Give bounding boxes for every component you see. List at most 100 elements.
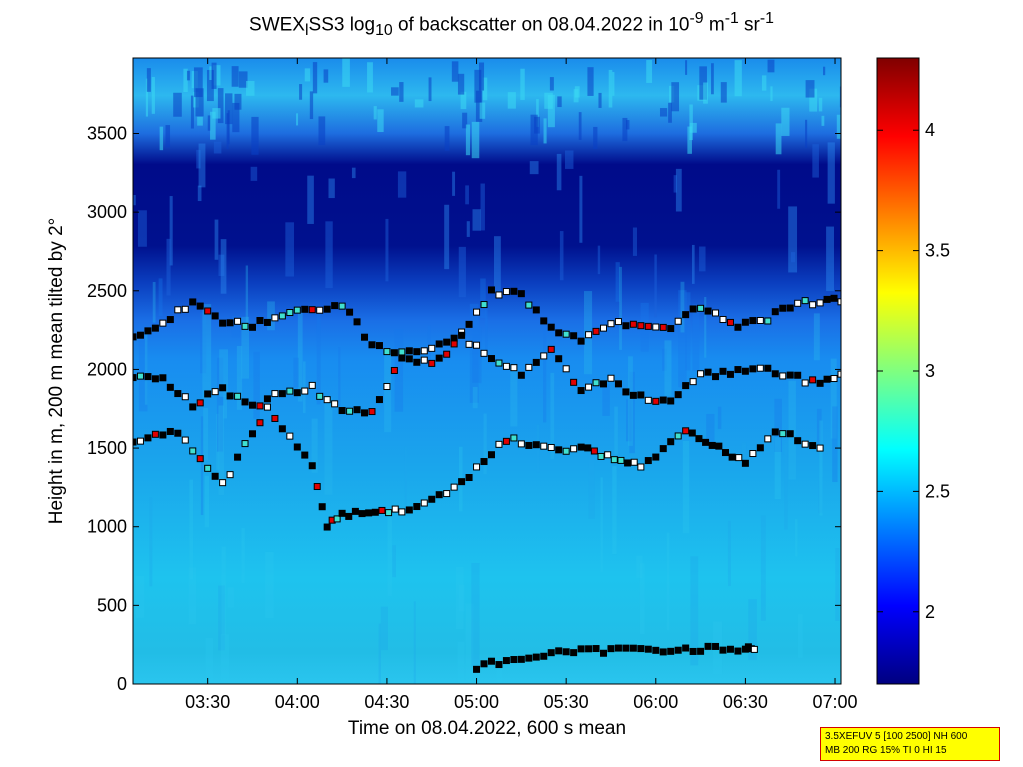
texture-streak <box>777 169 781 209</box>
layer-marker <box>502 657 510 665</box>
texture-streak <box>457 641 465 684</box>
layer-marker <box>219 319 227 327</box>
layer-marker <box>136 437 144 445</box>
layer-marker <box>502 362 510 370</box>
texture-streak <box>699 246 706 272</box>
layer-marker <box>659 323 667 331</box>
texture-streak <box>207 115 211 131</box>
texture-streak <box>781 107 790 136</box>
layer-marker <box>592 327 600 335</box>
layer-marker <box>667 397 675 405</box>
layer-marker <box>151 375 159 383</box>
texture-streak <box>444 126 450 151</box>
layer-marker <box>704 642 712 650</box>
texture-streak <box>711 63 714 95</box>
texture-streak <box>685 60 688 75</box>
texture-streak <box>479 327 482 384</box>
texture-streak <box>338 347 341 407</box>
texture-streak <box>788 380 796 480</box>
layer-marker <box>525 654 533 662</box>
texture-streak <box>183 68 188 93</box>
texture-streak <box>204 475 210 528</box>
texture-streak <box>469 303 479 403</box>
layer-marker <box>181 436 189 444</box>
texture-streak <box>267 301 275 331</box>
layer-marker <box>622 644 630 652</box>
layer-marker <box>241 398 249 406</box>
texture-streak <box>493 236 501 292</box>
texture-streak <box>428 77 432 102</box>
layer-marker <box>562 447 570 455</box>
texture-streak <box>307 175 314 224</box>
layer-marker <box>786 430 794 438</box>
layer-marker <box>413 348 421 356</box>
layer-marker <box>510 434 518 442</box>
texture-streak <box>169 196 173 266</box>
texture-streak <box>471 121 480 159</box>
layer-marker <box>741 367 749 375</box>
layer-marker <box>644 457 652 465</box>
colorbar-tick-label: 2.5 <box>925 481 950 501</box>
layer-marker <box>823 295 831 303</box>
texture-streak <box>205 638 213 684</box>
layer-marker <box>584 444 592 452</box>
layer-marker <box>682 644 690 652</box>
texture-streak <box>145 78 149 117</box>
layer-marker <box>473 308 481 316</box>
texture-streak <box>615 262 620 302</box>
texture-streak <box>309 91 314 120</box>
colorbar-ticks: 2 2.5 3 3.5 4 <box>877 120 950 622</box>
colorbar-tick-label: 4 <box>925 120 935 140</box>
texture-streak <box>483 413 487 475</box>
texture-streak <box>404 446 407 514</box>
layer-marker <box>728 453 736 461</box>
layer-marker <box>495 440 503 448</box>
texture-streak <box>241 528 245 584</box>
texture-streak <box>534 116 540 134</box>
layer-marker <box>652 397 660 405</box>
texture-streak <box>144 328 148 405</box>
layer-marker <box>226 471 234 479</box>
layer-marker <box>517 655 525 663</box>
y-tick-label: 500 <box>97 595 127 615</box>
texture-streak <box>835 548 840 621</box>
y-axis-label: Height in m, 200 m mean tilted by 2° <box>46 218 67 524</box>
layer-marker <box>617 456 625 464</box>
layer-marker <box>308 381 316 389</box>
x-tick-label: 04:00 <box>275 692 320 712</box>
layer-marker <box>368 408 376 416</box>
texture-streak <box>662 348 667 371</box>
texture-streak <box>479 102 486 119</box>
layer-marker <box>517 371 525 379</box>
layer-marker <box>830 294 838 302</box>
texture-streak <box>556 153 562 191</box>
texture-streak <box>717 406 722 430</box>
texture-streak <box>791 252 796 263</box>
layer-marker <box>189 447 197 455</box>
texture-streak <box>598 92 602 108</box>
layer-marker <box>510 364 518 372</box>
texture-streak <box>200 312 207 374</box>
texture-streak <box>760 515 766 621</box>
layer-marker <box>368 341 376 349</box>
texture-streak <box>377 109 384 133</box>
y-axis: 0 500 1000 1500 2000 2500 3000 3500 <box>87 123 841 694</box>
texture-streak <box>219 349 229 397</box>
texture-streak <box>612 72 615 96</box>
layer-marker <box>234 317 242 325</box>
texture-streak <box>682 440 690 534</box>
texture-streak <box>818 97 823 112</box>
texture-streak <box>602 384 610 416</box>
texture-streak <box>654 254 657 318</box>
layer-marker <box>771 370 779 378</box>
layer-marker <box>450 334 458 342</box>
layer-marker <box>435 340 443 348</box>
layer-marker <box>597 452 605 460</box>
layer-marker <box>133 374 137 382</box>
texture-streak <box>146 68 151 92</box>
layer-marker <box>226 319 234 327</box>
texture-streak <box>186 70 190 81</box>
texture-streak <box>378 623 381 684</box>
texture-streak <box>196 149 201 169</box>
texture-streak <box>212 65 221 86</box>
